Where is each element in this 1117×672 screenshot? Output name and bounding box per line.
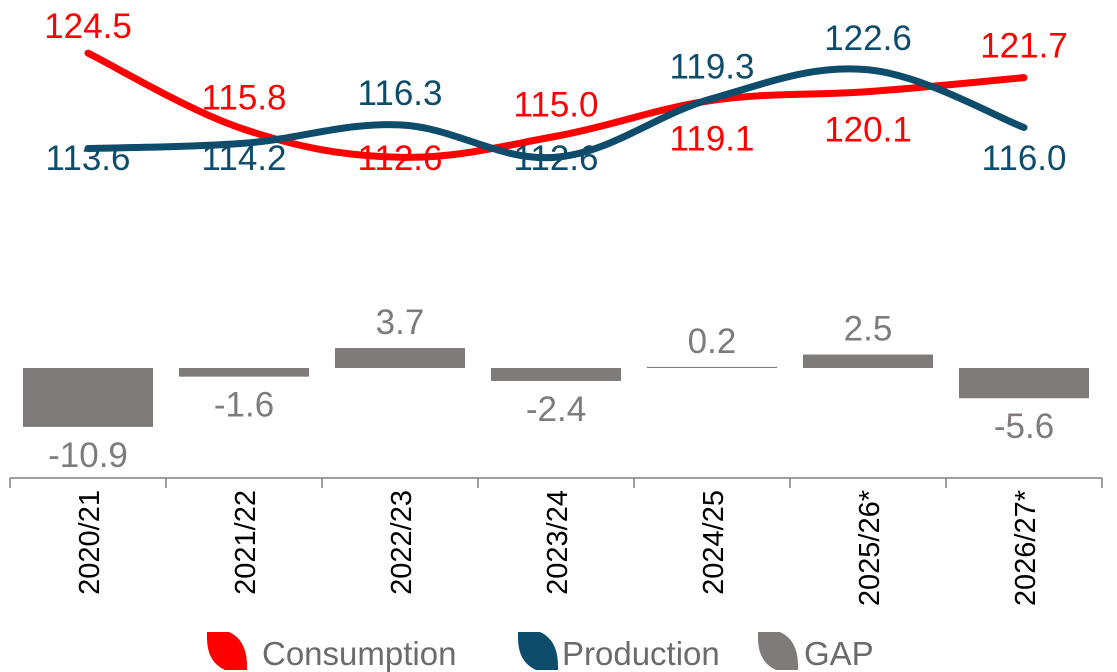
production-label-2024/25: 119.3 — [670, 48, 755, 87]
line-series — [84, 49, 1028, 162]
legend-item-consumption: Consumption — [207, 632, 456, 672]
x-tick-label-2020/21: 2020/21 — [74, 490, 106, 595]
gap-bars — [23, 348, 1089, 427]
consumption-label-2021/22: 115.8 — [202, 78, 287, 117]
x-tick-label-2021/22: 2021/22 — [230, 490, 262, 595]
legend: Consumption Production GAP — [207, 632, 874, 672]
x-tick-label-2023/24: 2023/24 — [542, 490, 574, 595]
production-label-2021/22: 114.2 — [202, 139, 287, 178]
legend-label-gap: GAP — [804, 635, 874, 672]
gap-label-2021/22: -1.6 — [214, 386, 274, 425]
x-tick-label-2025/26*: 2025/26* — [854, 490, 886, 606]
category-axis: 2020/21 2021/22 2022/23 2023/24 2024/25 2025/… — [9, 477, 1103, 606]
legend-item-production: Production — [518, 632, 720, 672]
gap-label-2026/27*: -5.6 — [994, 407, 1054, 446]
line-consumption — [84, 49, 1028, 161]
consumption-label-2022/23: 112.6 — [358, 139, 443, 178]
gap-bar-2026/27* — [959, 368, 1089, 399]
leaf-icon — [758, 632, 798, 670]
gap-label-2023/24: -2.4 — [526, 390, 586, 429]
legend-label-consumption: Consumption — [262, 635, 456, 672]
consumption-label-2020/21: 124.5 — [44, 7, 132, 46]
consumption-label-2026/27*: 121.7 — [980, 27, 1068, 66]
legend-label-production: Production — [562, 635, 720, 672]
gap-bar-2025/26* — [803, 354, 933, 368]
leaf-icon — [207, 632, 247, 670]
gap-bar-2023/24 — [491, 368, 621, 381]
x-tick-label-2026/27*: 2026/27* — [1010, 490, 1042, 606]
gap-bar-2020/21 — [23, 368, 153, 427]
gap-label-2024/25: 0.2 — [688, 322, 737, 361]
legend-item-gap: GAP — [758, 632, 874, 672]
production-label-2022/23: 116.3 — [358, 74, 443, 113]
production-label-2026/27*: 116.0 — [982, 139, 1067, 178]
leaf-icon — [518, 632, 558, 670]
consumption-label-2025/26*: 120.1 — [824, 111, 912, 150]
production-label-2023/24: 112.6 — [514, 139, 599, 178]
consumption-label-2023/24: 115.0 — [514, 85, 599, 124]
data-labels: -10.9 -1.6 3.7 -2.4 0.2 2.5 -5.6 124.5 113.6 115.… — [44, 7, 1068, 475]
line-production — [84, 65, 1028, 162]
production-label-2025/26*: 122.6 — [824, 19, 912, 58]
gap-label-2020/21: -10.9 — [48, 436, 128, 475]
gap-label-2022/23: 3.7 — [376, 303, 425, 342]
consumption-label-2024/25: 119.1 — [670, 119, 755, 158]
x-tick-label-2024/25: 2024/25 — [698, 490, 730, 595]
gap-bar-2021/22 — [179, 368, 309, 377]
gap-bar-2024/25 — [647, 366, 777, 368]
gap-label-2025/26*: 2.5 — [844, 310, 893, 349]
gap-bar-2022/23 — [335, 348, 465, 368]
production-label-2020/21: 113.6 — [46, 139, 131, 178]
x-tick-label-2022/23: 2022/23 — [386, 490, 418, 595]
